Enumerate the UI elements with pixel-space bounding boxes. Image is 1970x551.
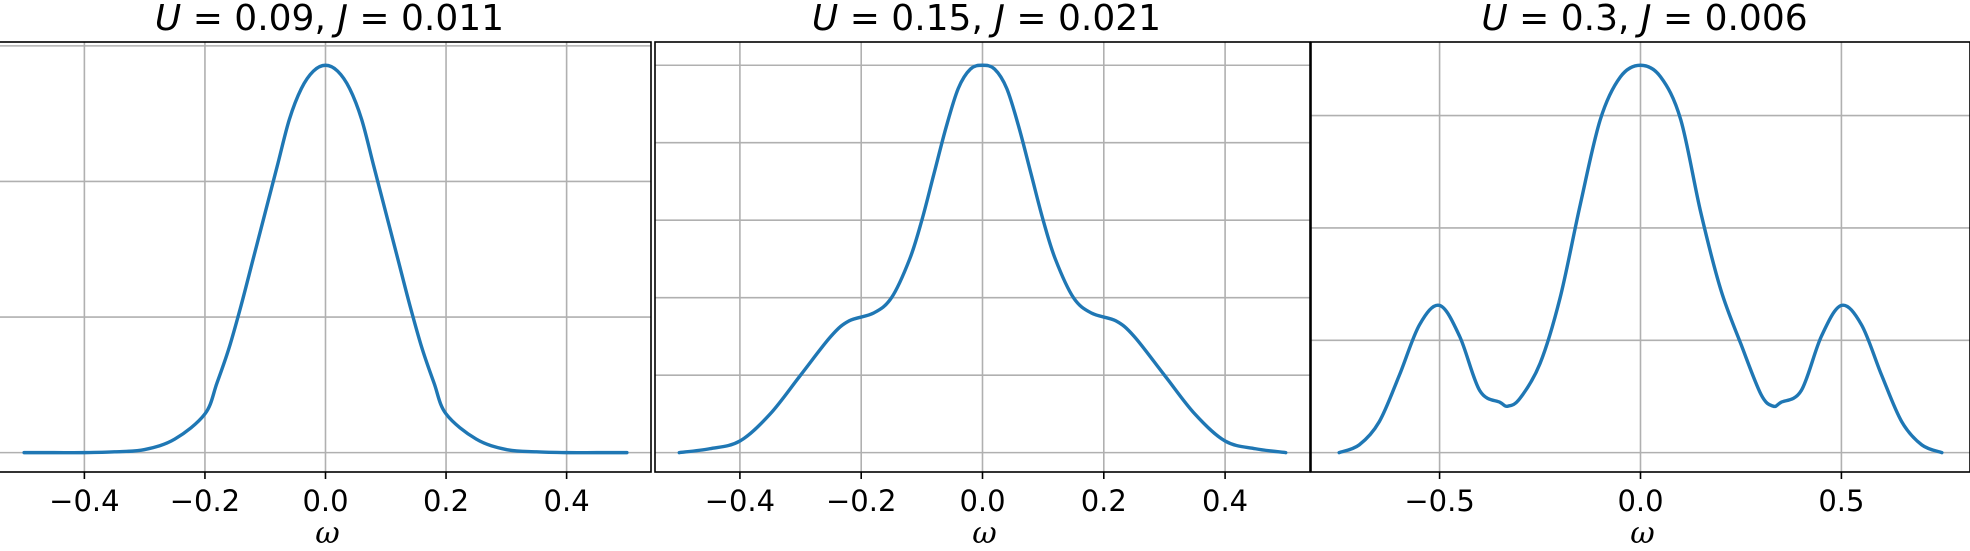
title-part: = 0.3, — [1508, 0, 1641, 39]
series-line — [22, 63, 629, 455]
x-tick-label: 0.5 — [1818, 484, 1864, 518]
title-part: U — [812, 0, 838, 39]
panel-title: U = 0.09, J = 0.011 — [155, 0, 504, 39]
panel-1: −0.4 −0.2 0.0 0.2 0.4 ω U = 0.09, J = 0.011 — [0, 0, 652, 551]
title-part: = 0.021 — [1005, 0, 1161, 39]
axes-frame — [0, 41, 652, 473]
x-tick-label: −0.4 — [705, 484, 775, 518]
x-axis-label: ω — [972, 516, 996, 551]
x-tick-label: −0.2 — [826, 484, 896, 518]
title-part: = 0.006 — [1652, 0, 1808, 39]
x-tick-label: 0.0 — [1617, 484, 1663, 518]
x-tick-label: −0.4 — [49, 484, 119, 518]
title-part: = 0.09, — [181, 0, 337, 39]
title-part: U — [1481, 0, 1507, 39]
series-line — [1337, 63, 1944, 455]
title-part: = 0.011 — [348, 0, 504, 39]
x-axis-label: ω — [315, 516, 339, 551]
series-line — [677, 63, 1288, 455]
panel-3: −0.5 0.0 0.5 ω U = 0.3, J = 0.006 — [1310, 0, 1970, 551]
x-tick-label: 0.2 — [423, 484, 469, 518]
x-tick-label: −0.5 — [1404, 484, 1474, 518]
panel-title: U = 0.15, J = 0.021 — [812, 0, 1161, 39]
x-axis-label: ω — [1630, 516, 1654, 551]
title-part: = 0.15, — [838, 0, 994, 39]
x-tick-label: −0.2 — [170, 484, 240, 518]
x-tick-label: 0.4 — [1202, 484, 1248, 518]
title-part: U — [155, 0, 181, 39]
panel-2: −0.4 −0.2 0.0 0.2 0.4 ω U = 0.15, J = 0.021 — [654, 0, 1311, 551]
x-tick-label: 0.0 — [959, 484, 1005, 518]
x-tick-label: 0.2 — [1081, 484, 1127, 518]
x-tick-label: 0.4 — [544, 484, 590, 518]
x-tick-label: 0.0 — [302, 484, 348, 518]
panel-title: U = 0.3, J = 0.006 — [1481, 0, 1807, 39]
